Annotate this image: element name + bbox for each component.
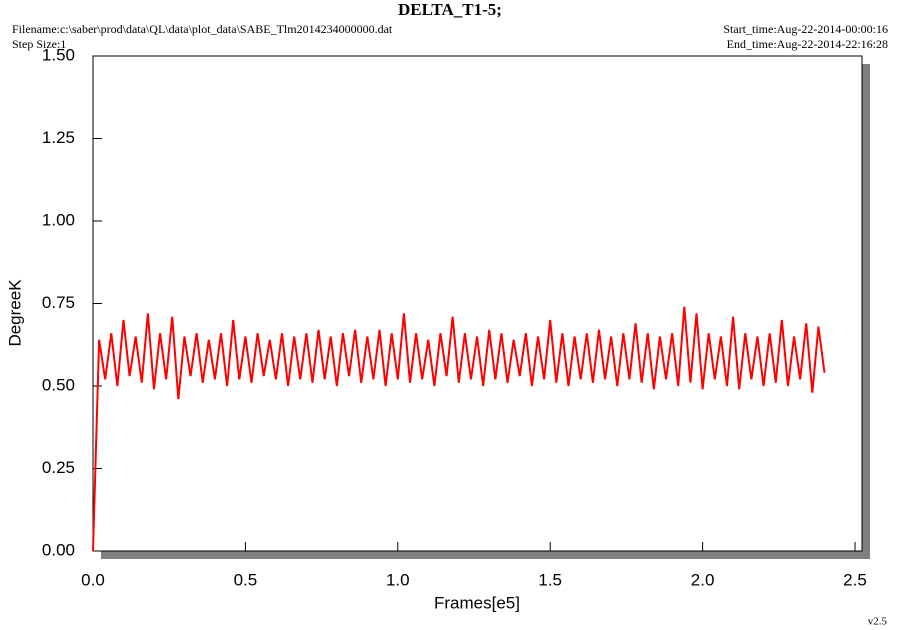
y-tick-label: 0.75: [42, 293, 75, 312]
x-tick-label: 1.0: [386, 570, 410, 589]
y-tick-label: 0.50: [42, 375, 75, 394]
y-tick-label: 1.50: [42, 45, 75, 64]
version: v2.5: [868, 616, 888, 628]
data-line: [92, 306, 826, 552]
y-tick-label: 1.25: [42, 128, 75, 147]
x-axis-label: Frames[e5]: [434, 593, 520, 612]
y-tick-label: 1.00: [42, 210, 75, 229]
end-time: End_time:Aug-22-2014-22:16:28: [727, 37, 888, 51]
x-tick-label: 1.5: [538, 570, 562, 589]
y-axis-label: DegreeK: [5, 279, 24, 347]
filename: Filename:c:\saber\prod\data\QL\data\plot…: [12, 22, 393, 36]
x-tick-label: 2.0: [691, 570, 715, 589]
step-size: Step Size:1: [12, 37, 66, 51]
y-tick-label: 0.00: [42, 540, 75, 559]
y-tick-label: 0.25: [42, 458, 75, 477]
x-tick-label: 2.5: [843, 570, 867, 589]
plot-area: [92, 55, 863, 552]
x-tick-label: 0.0: [81, 570, 105, 589]
start-time: Start_time:Aug-22-2014-00:00:16: [723, 22, 888, 36]
chart-title: DELTA_T1-5;: [398, 0, 502, 19]
x-tick-label: 0.5: [234, 570, 258, 589]
